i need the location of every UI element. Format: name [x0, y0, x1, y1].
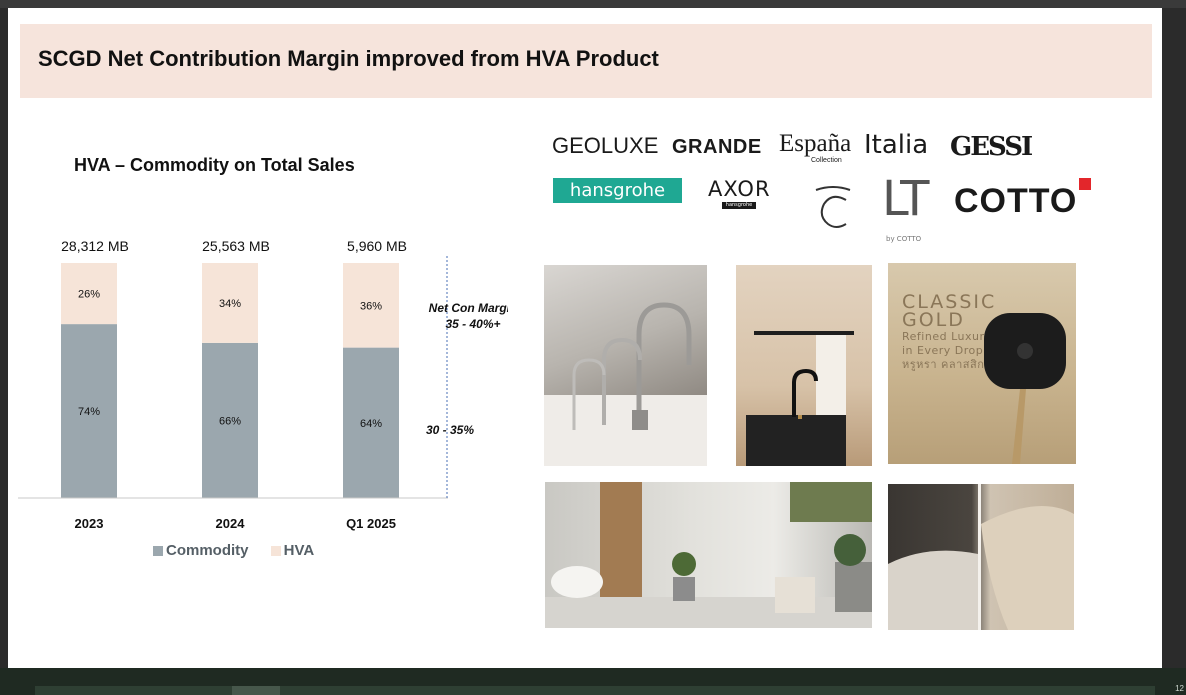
logo-espana: España Collection — [779, 130, 852, 164]
x-tick-label-2: Q1 2025 — [346, 516, 396, 531]
logo-grande: GRANDE — [672, 136, 762, 158]
logo-cotto: COTTO — [954, 178, 1092, 221]
window-bottom-bar: 12 — [0, 668, 1186, 695]
data-label-hva-0: 26% — [78, 289, 100, 301]
legend-swatch-commodity — [153, 545, 163, 556]
total-label-1: 25,563 MB — [202, 238, 270, 254]
logo-hansgrohe: hansgrohe — [553, 178, 682, 203]
bar-hva-1 — [202, 263, 258, 343]
logo-espana-sub: Collection — [811, 157, 842, 164]
logo-cotto-text: COTTO — [954, 182, 1078, 220]
logo-italia: Italia — [864, 130, 929, 160]
legend-label-hva: HVA — [283, 542, 315, 559]
photo-basin-faucet — [736, 265, 872, 466]
stacked-bar-chart: 74% 26% 28,312 MB 2023 66% 34% 25,563 MB 2024 64… — [18, 238, 508, 531]
photo-tile-texture — [888, 484, 1074, 630]
annotation-commodity-margin: 30 - 35% — [426, 423, 474, 437]
slide-title: SCGD Net Contribution Margin improved fr… — [38, 46, 659, 71]
annotation-hva-margin: 35 - 40%+ — [445, 317, 500, 331]
legend-swatch-hva — [270, 545, 281, 556]
legend-label-commodity: Commodity — [166, 542, 249, 559]
chart-title: HVA – Commodity on Total Sales — [74, 155, 355, 175]
classic-gold-text: CLASSIC GOLD Refined Luxury in Every Dro… — [902, 293, 996, 371]
bar-commodity-2 — [343, 347, 399, 498]
legend-item-hva: HVA — [270, 542, 315, 559]
bar-hva-0 — [61, 263, 117, 325]
logo-lt-text: LT — [882, 171, 929, 227]
data-label-commodity-0: 74% — [78, 406, 100, 418]
window-top-bar — [0, 0, 1186, 8]
classic-gold-line4: in Every Drop — [902, 344, 984, 357]
data-label-hva-2: 36% — [360, 300, 382, 312]
logo-gessi: GESSI — [950, 132, 1033, 162]
classic-gold-line3: Refined Luxury — [902, 330, 992, 343]
x-tick-label-1: 2024 — [216, 516, 246, 531]
logo-geoluxe: GEOLUXE — [552, 133, 659, 158]
chart-legend: Commodity HVA — [153, 542, 332, 560]
annotation-net-con-margin: Net Con Margin — [429, 301, 508, 315]
total-label-2: 5,960 MB — [347, 238, 407, 254]
title-band: SCGD Net Contribution Margin improved fr… — [20, 24, 1152, 98]
logo-cotto-red-square — [1079, 178, 1092, 190]
classic-gold-line1: CLASSIC — [902, 291, 997, 313]
photo-bathroom-interior — [545, 482, 872, 628]
logo-axor-text: AXOR — [708, 177, 771, 201]
logo-c-mark-icon — [812, 186, 854, 235]
data-label-hva-1: 34% — [219, 298, 241, 310]
page-number: 12 — [1175, 684, 1184, 693]
logo-espana-text: España — [779, 130, 852, 157]
slide: SCGD Net Contribution Margin improved fr… — [8, 8, 1162, 668]
photo-classic-gold-shower: CLASSIC GOLD Refined Luxury in Every Dro… — [888, 263, 1076, 464]
logo-lt-sub: by COTTO — [886, 235, 922, 243]
classic-gold-line2: GOLD — [902, 309, 965, 331]
logo-axor: AXOR hansgrohe — [708, 177, 771, 209]
x-tick-label-0: 2023 — [75, 516, 104, 531]
photo-kitchen-faucets — [544, 265, 707, 466]
logo-axor-sub: hansgrohe — [722, 202, 756, 209]
total-label-0: 28,312 MB — [61, 238, 129, 254]
bar-commodity-1 — [202, 342, 258, 498]
data-label-commodity-2: 64% — [360, 418, 382, 430]
bottom-tab-active — [232, 686, 280, 695]
data-label-commodity-1: 66% — [219, 415, 241, 427]
legend-item-commodity: Commodity — [153, 542, 249, 559]
logo-lt: LT by COTTO — [882, 171, 929, 243]
bar-commodity-0 — [61, 324, 117, 498]
classic-gold-line5: หรูหรา คลาสสิก — [902, 358, 985, 371]
bottom-tab-strip — [35, 686, 1155, 695]
bar-hva-2 — [343, 263, 399, 348]
